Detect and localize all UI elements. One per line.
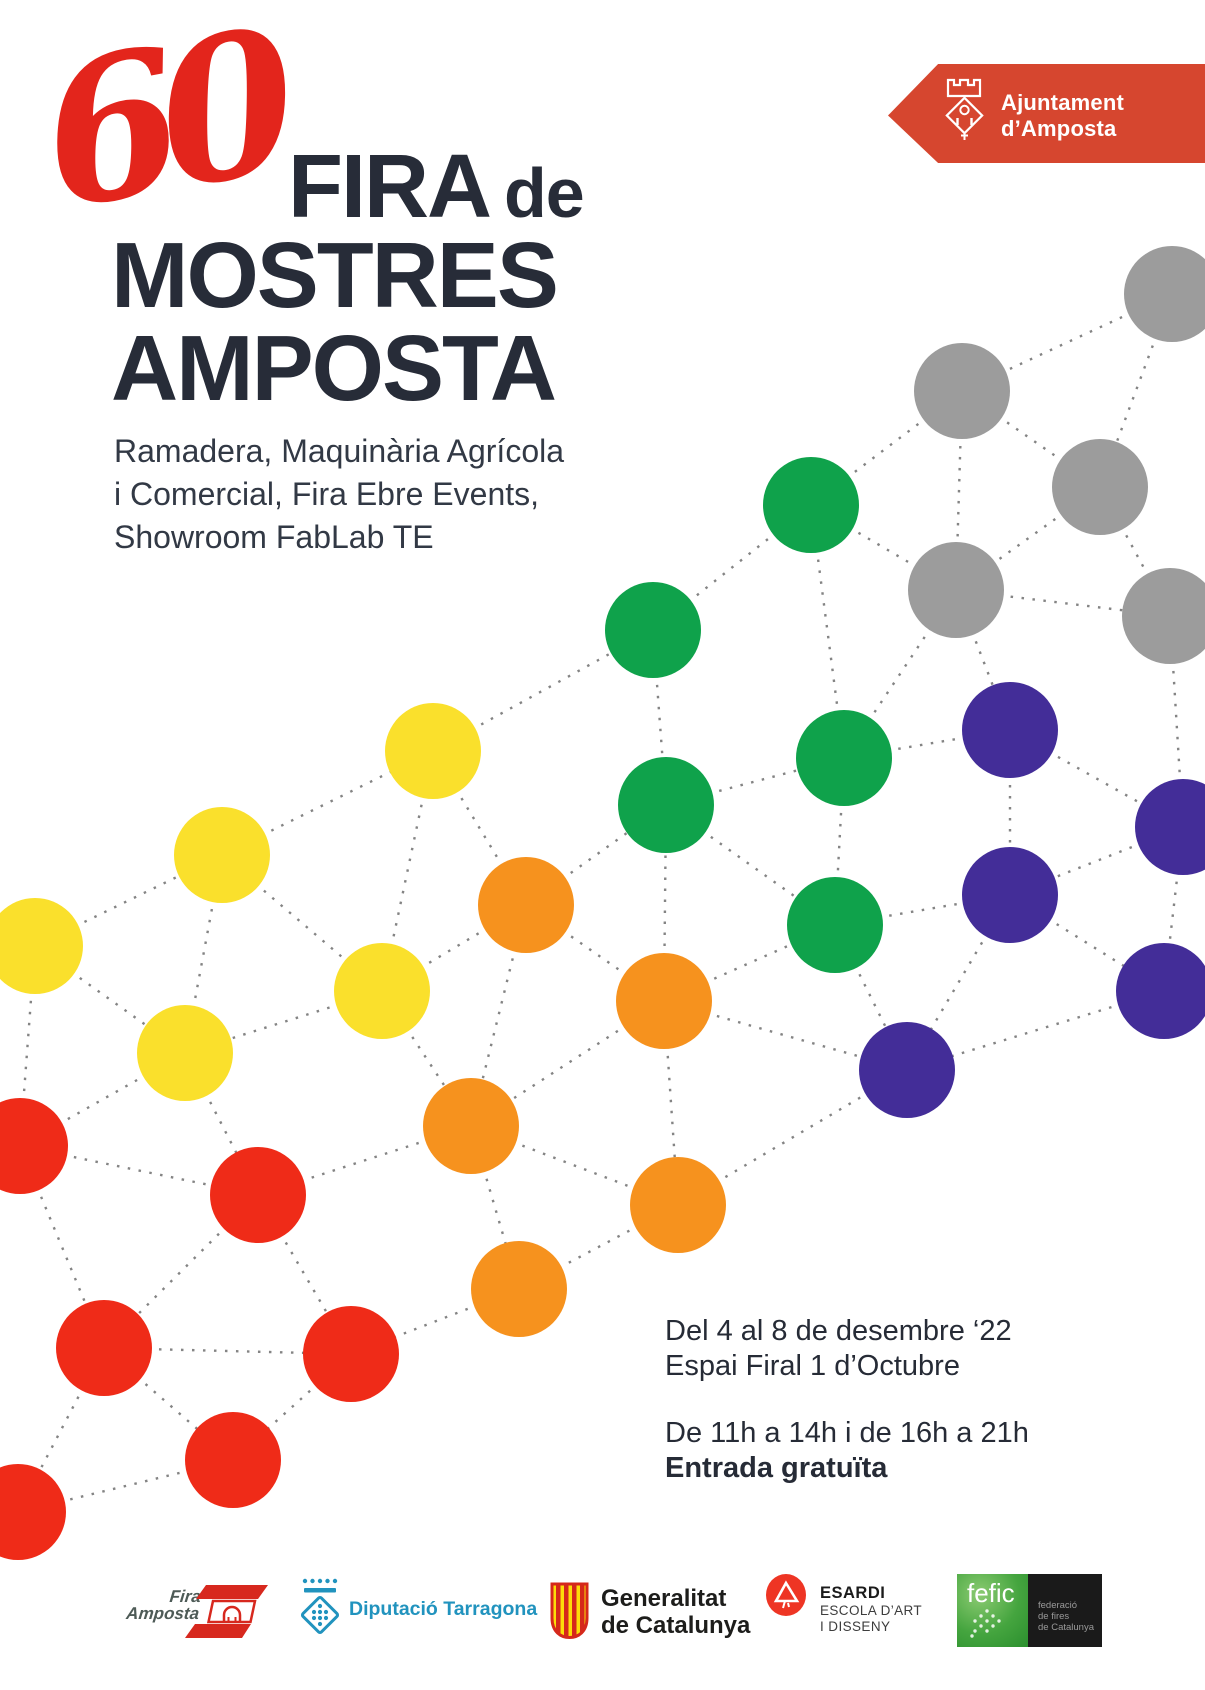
- network-node-red: [210, 1147, 306, 1243]
- network-node-yellow: [334, 943, 430, 1039]
- generalitat-logo-text: Generalitat de Catalunya: [601, 1585, 750, 1639]
- event-admission: Entrada gratuïta: [665, 1452, 888, 1484]
- network-node-red: [0, 1464, 66, 1560]
- esardi-line3: I DISSENY: [820, 1619, 891, 1634]
- esardi-name: ESARDI: [820, 1584, 886, 1602]
- subtitle-line1: Ramadera, Maquinària Agrícola: [114, 433, 565, 469]
- generalitat-line2: de Catalunya: [601, 1612, 751, 1639]
- network-node-red: [0, 1098, 68, 1194]
- network-edge: [17, 1458, 234, 1514]
- event-hours-block: De 11h a 14h i de 16h a 21h Entrada grat…: [665, 1416, 1029, 1486]
- network-node-green: [605, 582, 701, 678]
- esardi-logo-text: ESARDI ESCOLA D’ART I DISSENY: [820, 1583, 922, 1635]
- network-node-red: [56, 1300, 152, 1396]
- subtitle-line2: i Comercial, Fira Ebre Events,: [114, 476, 540, 512]
- title-line2: MOSTRES: [111, 223, 559, 327]
- title-fira: FIRA: [288, 137, 492, 237]
- network-node-yellow: [385, 703, 481, 799]
- network-edge: [834, 893, 1011, 927]
- fefic-dots-icon: [970, 1609, 1001, 1638]
- event-dates-block: Del 4 al 8 de desembre ‘22 Espai Firal 1…: [665, 1314, 1012, 1384]
- diputacio-tarragona-icon: [300, 1578, 340, 1635]
- network-node-yellow: [0, 898, 83, 994]
- network-node-gray: [914, 343, 1010, 439]
- esardi-icon: [766, 1574, 806, 1616]
- amposta-badge: Ajuntament d’Amposta: [888, 64, 1205, 163]
- network-node-red: [303, 1306, 399, 1402]
- network-node-red: [185, 1412, 281, 1508]
- event-hours: De 11h a 14h i de 16h a 21h: [665, 1417, 1029, 1449]
- network-node-gray: [1122, 568, 1205, 664]
- network-edge: [470, 1124, 679, 1207]
- network-node-purple: [962, 847, 1058, 943]
- network-node-orange: [630, 1157, 726, 1253]
- network-node-purple: [962, 682, 1058, 778]
- network-edge: [955, 486, 1101, 591]
- title-line3: AMPOSTA: [111, 316, 557, 420]
- network-node-green: [796, 710, 892, 806]
- fefic-desc-line3: de Catalunya: [1038, 1622, 1094, 1633]
- network-node-orange: [478, 857, 574, 953]
- network-node-orange: [423, 1078, 519, 1174]
- badge-text: Ajuntament d’Amposta: [1001, 90, 1124, 142]
- network-node-gray: [1124, 246, 1205, 342]
- fefic-logo: fefic: [957, 1574, 1028, 1647]
- network-node-gray: [1052, 439, 1148, 535]
- network-node-gray: [908, 542, 1004, 638]
- network-edge: [518, 1203, 679, 1291]
- badge-line1: Ajuntament: [1001, 90, 1124, 115]
- network-node-purple: [859, 1022, 955, 1118]
- fefic-federation-label: federació de fires de Catalunya: [1028, 1574, 1102, 1647]
- diputacio-tarragona-label: Diputació Tarragona: [349, 1598, 538, 1620]
- title-line1: FIRA de: [288, 137, 585, 238]
- generalitat-shield-icon: [550, 1582, 589, 1640]
- esardi-line2: ESCOLA D’ART: [820, 1603, 923, 1618]
- subtitle: Ramadera, Maquinària Agrícola i Comercia…: [114, 430, 564, 559]
- fefic-desc-line2: de fires: [1038, 1611, 1070, 1622]
- network-edge: [257, 1124, 472, 1197]
- network-node-orange: [471, 1241, 567, 1337]
- event-dates: Del 4 al 8 de desembre ‘22: [665, 1315, 1012, 1347]
- fira-amposta-building-icon: [185, 1585, 268, 1638]
- network-edge: [380, 750, 435, 992]
- network-edge: [19, 1144, 259, 1197]
- network-edge: [431, 750, 528, 906]
- amposta-crest-icon: [945, 78, 984, 140]
- network-node-orange: [616, 953, 712, 1049]
- generalitat-line1: Generalitat: [601, 1585, 727, 1612]
- badge-line2: d’Amposta: [1001, 116, 1117, 141]
- network-node-yellow: [137, 1005, 233, 1101]
- title-de: de: [503, 154, 585, 232]
- network-node-purple: [1135, 779, 1205, 875]
- network-node-green: [787, 877, 883, 973]
- event-venue: Espai Firal 1 d’Octubre: [665, 1350, 960, 1382]
- subtitle-line3: Showroom FabLab TE: [114, 519, 434, 555]
- network-node-green: [618, 757, 714, 853]
- network-node-green: [763, 457, 859, 553]
- fefic-name: fefic: [967, 1578, 1015, 1608]
- network-node-yellow: [174, 807, 270, 903]
- network-node-purple: [1116, 943, 1205, 1039]
- edition-number: 60: [25, 0, 295, 255]
- fefic-desc-line1: federació: [1038, 1600, 1078, 1611]
- network-edge: [350, 1287, 520, 1356]
